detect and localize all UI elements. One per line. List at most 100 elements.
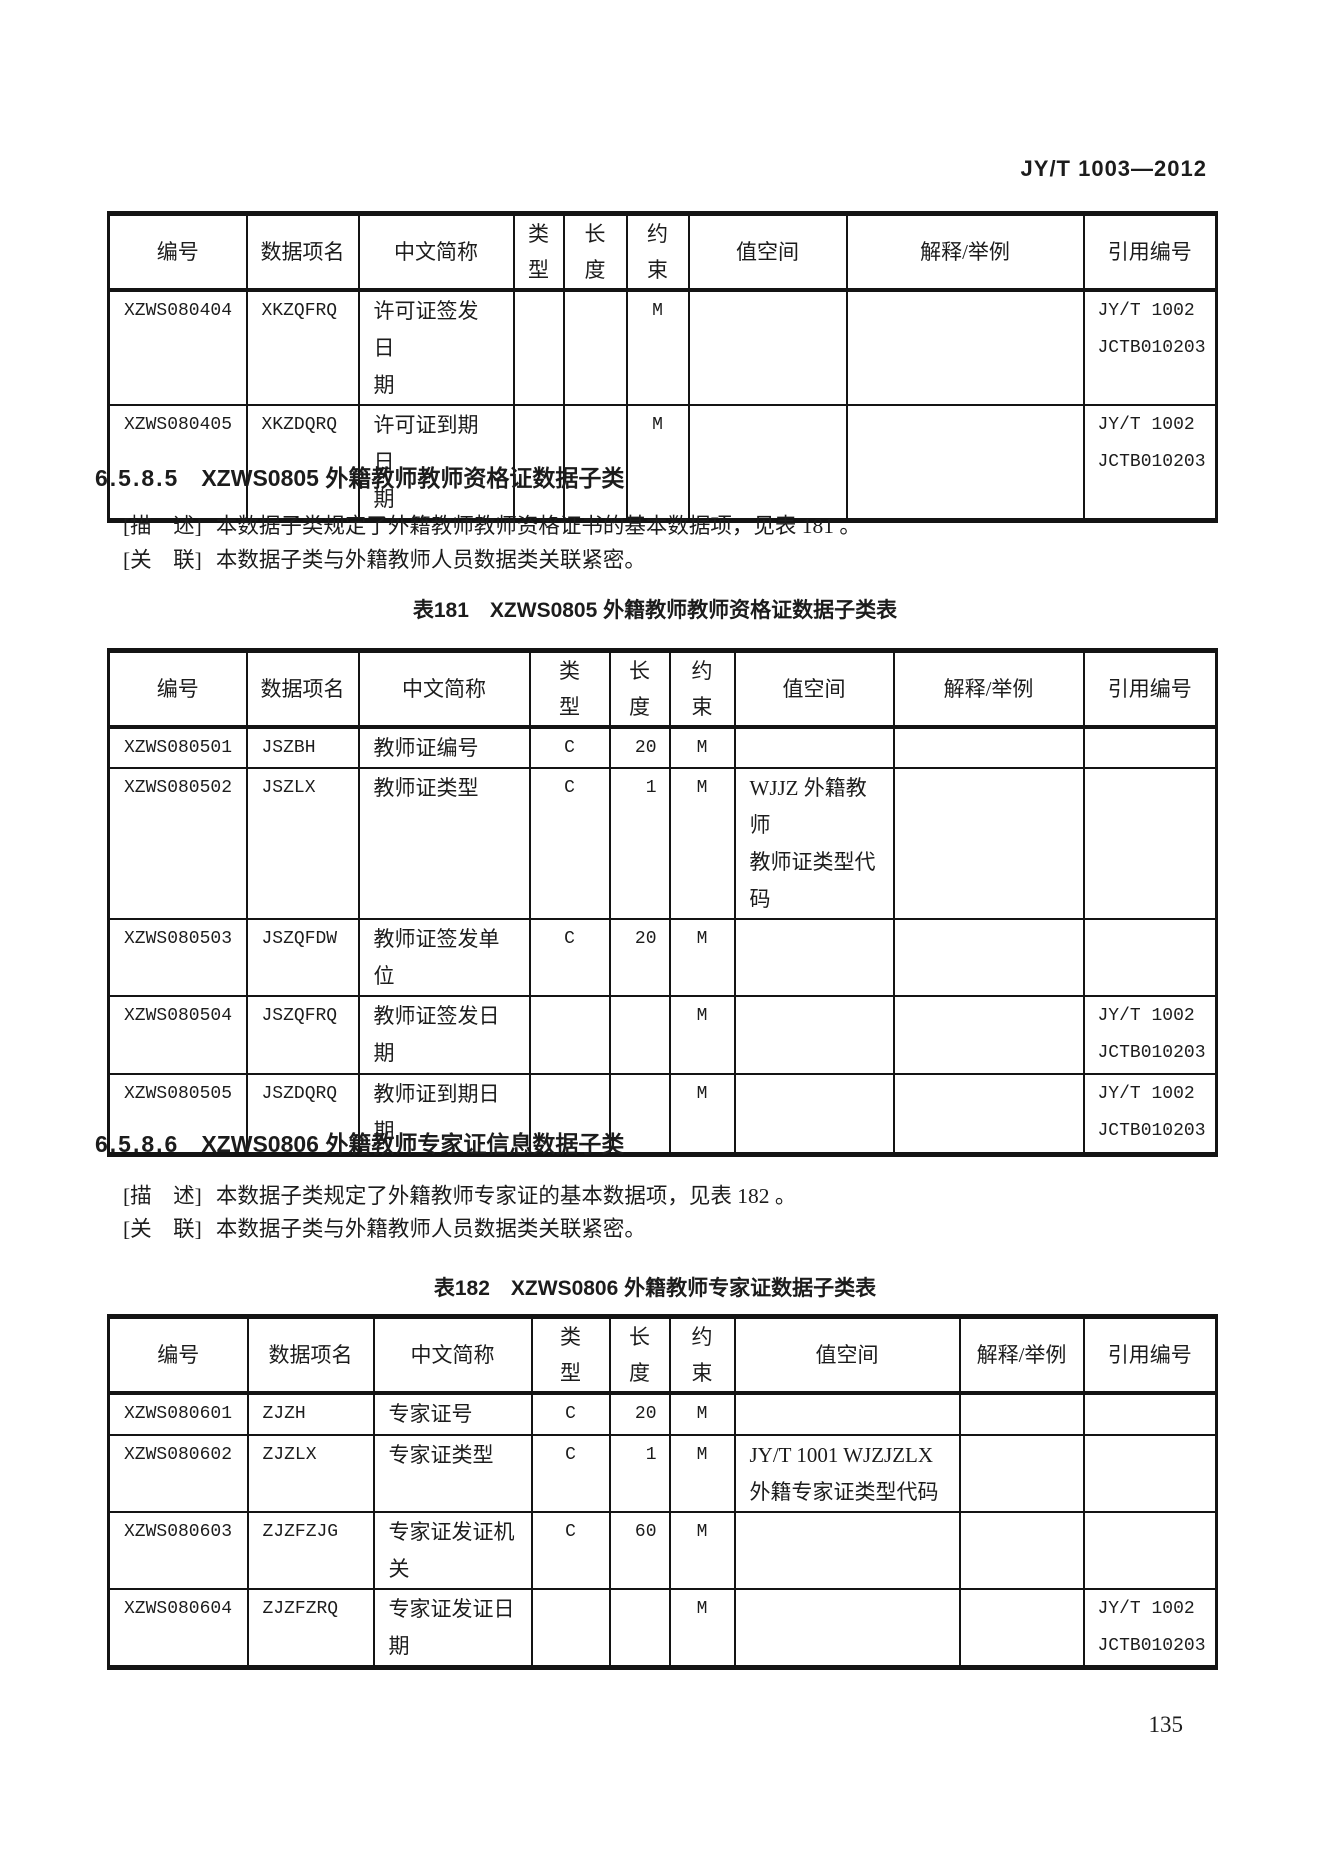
cell-id: XZWS080601 [107,1392,249,1436]
cell-item-name: JSZBH [245,726,360,769]
cell-example [892,995,1085,1075]
description-text: 本数据子类规定了外籍教师专家证的基本数据项，见表 182 。 [215,1184,797,1208]
cell-constraint: M [668,1392,736,1436]
cell-item-name: JSZDQRQ [245,1073,360,1155]
section-number: 6.5.8.5 [95,465,180,491]
col-header-ref: 引用编号 [1082,212,1218,292]
cell-id: XZWS080502 [107,767,248,920]
col-header-id: 编号 [107,649,248,729]
cell-item-name: JSZQFRQ [245,995,360,1075]
cell-ref [1082,1434,1218,1513]
col-header-constraint: 约 束 [668,1315,736,1395]
description-text: 本数据子类规定了外籍教师教师资格证书的基本数据项，见表 181 。 [215,514,861,538]
cell-id: XZWS080503 [107,918,248,997]
col-header-cn-name: 中文简称 [372,1315,533,1395]
cell-ref [1082,1392,1218,1436]
cell-id: XZWS080604 [107,1588,249,1669]
cell-example [958,1434,1085,1513]
cell-value-space: JY/T 1001 WJZJZLX 外籍专家证类型代码 [733,1434,961,1513]
cell-id: XZWS080405 [107,404,248,522]
cell-cn-name: 教师证签发日 期 [357,995,531,1075]
description-line: [描 述] 本数据子类规定了外籍教师教师资格证书的基本数据项，见表 181 。 [123,509,861,540]
cell-constraint: M [625,404,690,522]
cell-length [608,995,671,1075]
col-header-type: 类 型 [530,1315,611,1395]
cell-ref [1082,726,1218,769]
col-header-item-name: 数据项名 [246,1315,375,1395]
relation-text: 本数据子类与外籍教师人员数据类关联紧密。 [215,1217,646,1241]
section-number: 6.5.8.6 [95,1131,180,1157]
table-header-row: 编号 数据项名 中文简称 类 型 长 度 约 束 值空间 解释/举例 引用编号 [107,212,1218,292]
cell-constraint: M [668,1588,736,1669]
cell-cn-name: 许可证签发日 期 [357,289,515,406]
col-header-length: 长 度 [562,212,628,292]
cell-length: 1 [608,1434,671,1513]
cell-id: XZWS080501 [107,726,248,769]
cell-cn-name: 教师证签发单 位 [357,918,531,997]
cell-type: C [528,767,611,920]
cell-constraint: M [668,1511,736,1590]
cell-ref [1082,918,1218,997]
cell-cn-name: 教师证类型 [357,767,531,920]
col-header-cn-name: 中文简称 [357,649,531,729]
cell-cn-name: 专家证类型 [372,1434,533,1513]
cell-ref: JY/T 1002 JCTB010203 [1082,1588,1218,1669]
cell-item-name: ZJZFZRQ [246,1588,375,1669]
cell-type [512,289,565,406]
cell-ref: JY/T 1002 JCTB010203 [1082,1073,1218,1155]
col-header-cn-name: 中文简称 [357,212,515,292]
cell-item-name: ZJZFZJG [246,1511,375,1590]
cell-length [562,404,628,522]
col-header-item-name: 数据项名 [245,649,360,729]
cell-length [608,1073,671,1155]
cell-id: XZWS080602 [107,1434,249,1513]
table-caption: 表181 XZWS0805 外籍教师教师资格证数据子类表 [412,599,898,622]
table-row: XZWS080602 ZJZLX 专家证类型 C 1 M JY/T 1001 W… [107,1434,1218,1513]
cell-value-space [733,1588,961,1669]
table-row: XZWS080501 JSZBH 教师证编号 C 20 M [107,726,1218,769]
cell-type: C [528,726,611,769]
table-row: XZWS080504 JSZQFRQ 教师证签发日 期 M JY/T 1002 … [107,995,1218,1075]
relation-line: [关 联] 本数据子类与外籍教师人员数据类关联紧密。 [123,1212,646,1243]
cell-cn-name: 专家证发证机 关 [372,1511,533,1590]
cell-cn-name: 许可证到期日 期 [357,404,515,522]
col-header-ref: 引用编号 [1082,649,1218,729]
cell-cn-name: 专家证号 [372,1392,533,1436]
relation-label: [关 联] [123,1217,202,1241]
cell-length: 20 [608,726,671,769]
table-header-row: 编号 数据项名 中文简称 类 型 长 度 约 束 值空间 解释/举例 引用编号 [107,1315,1218,1395]
cell-value-space [733,1511,961,1590]
col-header-example: 解释/举例 [845,212,1085,292]
cell-type [530,1588,611,1669]
table-182: 编号 数据项名 中文简称 类 型 长 度 约 束 值空间 解释/举例 引用编号 … [107,1314,1218,1670]
col-header-value-space: 值空间 [687,212,848,292]
col-header-id: 编号 [107,1315,249,1395]
cell-length: 1 [608,767,671,920]
cell-value-space [733,1392,961,1436]
col-header-id: 编号 [107,212,248,292]
cell-item-name: XKZDQRQ [245,404,360,522]
table-row: XZWS080603 ZJZFZJG 专家证发证机 关 C 60 M [107,1511,1218,1590]
cell-example [892,767,1085,920]
cell-item-name: ZJZLX [246,1434,375,1513]
relation-label: [关 联] [123,548,202,572]
cell-value-space [733,1073,895,1155]
cell-id: XZWS080505 [107,1073,248,1155]
col-header-ref: 引用编号 [1082,1315,1218,1395]
table-row: XZWS080502 JSZLX 教师证类型 C 1 M WJJZ 外籍教师 教… [107,767,1218,920]
cell-id: XZWS080404 [107,289,248,406]
description-line: [描 述] 本数据子类规定了外籍教师专家证的基本数据项，见表 182 。 [123,1179,796,1210]
cell-value-space [687,289,848,406]
cell-type [512,404,565,522]
cell-type [528,1073,611,1155]
cell-value-space [733,726,895,769]
cell-ref: JY/T 1002 JCTB010203 [1082,289,1218,406]
cell-example [892,918,1085,997]
description-label: [描 述] [123,1184,202,1208]
col-header-value-space: 值空间 [733,1315,961,1395]
table-row: XZWS080404 XKZQFRQ 许可证签发日 期 M JY/T 1002 … [107,289,1218,406]
cell-constraint: M [668,767,736,920]
cell-constraint: M [668,726,736,769]
cell-cn-name: 教师证编号 [357,726,531,769]
